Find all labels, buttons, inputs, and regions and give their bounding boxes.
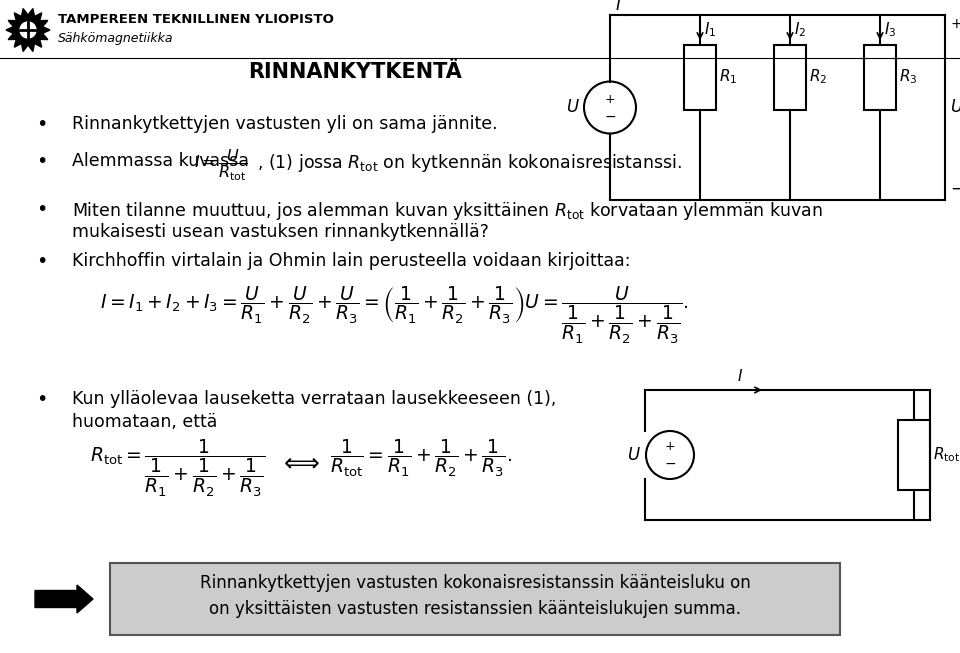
Text: •: • (36, 252, 48, 271)
Text: Kirchhoffin virtalain ja Ohmin lain perusteella voidaan kirjoittaa:: Kirchhoffin virtalain ja Ohmin lain peru… (72, 252, 631, 270)
Text: $\Longleftrightarrow$: $\Longleftrightarrow$ (279, 450, 321, 474)
Text: $R_{\mathrm{tot}} = \dfrac{1}{\dfrac{1}{R_1} + \dfrac{1}{R_2} + \dfrac{1}{R_3}}$: $R_{\mathrm{tot}} = \dfrac{1}{\dfrac{1}{… (90, 438, 266, 499)
Bar (898, 420, 930, 490)
Circle shape (20, 22, 36, 38)
Text: +: + (950, 17, 960, 31)
Text: $I = I_1 + I_2 + I_3 = \dfrac{U}{R_1} + \dfrac{U}{R_2} + \dfrac{U}{R_3} = \left(: $I = I_1 + I_2 + I_3 = \dfrac{U}{R_1} + … (100, 285, 688, 346)
Text: $U$: $U$ (950, 99, 960, 116)
FancyArrow shape (35, 585, 93, 613)
Text: Rinnankytkettyjen vastusten kokonaisresistanssin käänteisluku on: Rinnankytkettyjen vastusten kokonaisresi… (200, 574, 751, 592)
Text: −: − (664, 457, 676, 471)
Text: •: • (36, 152, 48, 171)
Text: •: • (36, 115, 48, 134)
Text: $R_1$: $R_1$ (719, 68, 737, 86)
Text: , (1) jossa $R_{\mathrm{tot}}$ on kytkennän kokonaisresistanssi.: , (1) jossa $R_{\mathrm{tot}}$ on kytken… (257, 152, 682, 174)
Text: $R_3$: $R_3$ (899, 68, 918, 86)
Text: Kun ylläolevaa lauseketta verrataan lausekkeeseen (1),: Kun ylläolevaa lauseketta verrataan laus… (72, 390, 557, 408)
Text: −: − (604, 110, 615, 123)
Polygon shape (6, 8, 50, 52)
Text: $I_3$: $I_3$ (884, 20, 897, 39)
Text: $I$: $I$ (737, 368, 743, 384)
Text: huomataan, että: huomataan, että (72, 413, 217, 431)
Text: +: + (605, 93, 615, 106)
Text: $R_{\mathrm{tot}}$: $R_{\mathrm{tot}}$ (933, 445, 960, 464)
Bar (774, 45, 806, 110)
Text: TAMPEREEN TEKNILLINEN YLIOPISTO: TAMPEREEN TEKNILLINEN YLIOPISTO (58, 13, 334, 26)
Text: $I_2$: $I_2$ (794, 20, 806, 39)
Text: $\dfrac{1}{R_{\mathrm{tot}}} = \dfrac{1}{R_1} + \dfrac{1}{R_2} + \dfrac{1}{R_3}.: $\dfrac{1}{R_{\mathrm{tot}}} = \dfrac{1}… (330, 438, 512, 479)
Text: $I$: $I$ (615, 0, 621, 14)
Text: •: • (36, 200, 48, 219)
Text: +: + (664, 441, 675, 453)
Text: $I_1$: $I_1$ (704, 20, 716, 39)
Text: Miten tilanne muuttuu, jos alemman kuvan yksittäinen $R_{\mathrm{tot}}$ korvataa: Miten tilanne muuttuu, jos alemman kuvan… (72, 200, 823, 222)
Text: mukaisesti usean vastuksen rinnankytkennällä?: mukaisesti usean vastuksen rinnankytkenn… (72, 223, 489, 241)
Text: $R_2$: $R_2$ (809, 68, 828, 86)
Text: RINNANKYTKENTÄ: RINNANKYTKENTÄ (248, 62, 462, 82)
Text: on yksittäisten vastusten resistanssien käänteislukujen summa.: on yksittäisten vastusten resistanssien … (209, 600, 741, 618)
Text: Alemmassa kuvassa: Alemmassa kuvassa (72, 152, 254, 170)
Text: Rinnankytkettyjen vastusten yli on sama jännite.: Rinnankytkettyjen vastusten yli on sama … (72, 115, 497, 133)
Bar (684, 45, 716, 110)
Text: •: • (36, 390, 48, 409)
Text: −: − (950, 180, 960, 198)
Text: $U$: $U$ (566, 99, 580, 116)
Text: $I = \dfrac{U}{R_{\mathrm{tot}}}$: $I = \dfrac{U}{R_{\mathrm{tot}}}$ (194, 147, 248, 183)
Bar (864, 45, 896, 110)
FancyBboxPatch shape (110, 563, 840, 635)
Text: Sähkömagnetiikka: Sähkömagnetiikka (58, 32, 174, 45)
Text: $U$: $U$ (627, 446, 641, 464)
